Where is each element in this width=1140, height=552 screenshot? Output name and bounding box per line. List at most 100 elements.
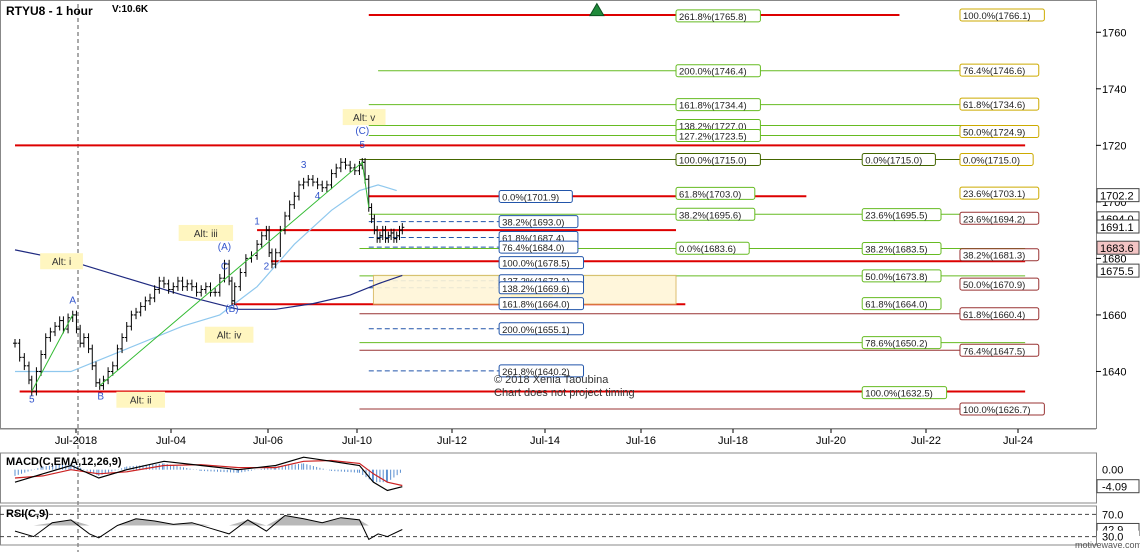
level-label: 23.6%(1694.2): [963, 214, 1025, 225]
x-tick-label: Jul-10: [342, 435, 372, 447]
wave-label: 1: [254, 216, 260, 227]
rsi-tick-box: [1097, 530, 1139, 543]
price-tag-box: [1096, 188, 1140, 203]
alt-label: Alt: v: [353, 113, 375, 124]
level-label: 38.2%(1683.5): [865, 245, 927, 256]
y-tick-label: 1740: [1102, 84, 1126, 96]
alt-label-box: [116, 391, 165, 408]
level-label-box: [959, 124, 1040, 138]
level-label: 0.0%(1683.6): [679, 244, 736, 255]
up-arrow-icon: [589, 2, 605, 17]
level-label-box: [959, 343, 1040, 357]
macd-label: MACD(C,EMA,12,26,9): [6, 456, 122, 468]
level-label-box: [675, 152, 761, 166]
level-label: 61.8%(1664.0): [865, 300, 927, 311]
level-label: 0.0%(1715.0): [865, 155, 922, 166]
alt-label-box: [178, 224, 234, 241]
y-tick-label: 1680: [1102, 253, 1126, 265]
watermark-line-2: Chart does not project timing: [494, 387, 635, 399]
level-label: 261.8%(1640.2): [502, 367, 570, 378]
level-label-box: [498, 297, 585, 311]
macd-signal-line: [14, 459, 403, 487]
x-tick-label: Jul-22: [911, 435, 941, 447]
price-tag-box: [1096, 240, 1140, 255]
level-label: 0.0%(1701.9): [502, 192, 559, 203]
x-tick-label: Jul-20: [816, 435, 846, 447]
macd-tick-box: [1097, 462, 1139, 476]
level-label-box: [959, 8, 1045, 22]
level-label: 100.0%(1632.5): [865, 389, 933, 400]
x-tick-label: Jul-04: [156, 435, 186, 447]
level-label-box: [861, 336, 942, 350]
macd-line: [14, 456, 403, 492]
watermark-line-1: © 2018 Xenia Taoubina: [494, 374, 609, 386]
price-tag-box: [1096, 219, 1140, 234]
level-label: 78.6%(1650.2): [865, 339, 927, 350]
macd-panel-frame: [0, 452, 1097, 504]
footer-brand: motivewave.com: [1075, 540, 1140, 550]
level-label-box: [959, 307, 1040, 321]
level-label: 76.4%(1647.5): [963, 346, 1025, 357]
level-label-box: [861, 269, 942, 283]
level-label: 38.2%(1693.0): [502, 218, 564, 229]
level-label-box: [959, 63, 1040, 77]
level-label: 50.0%(1670.9): [963, 280, 1025, 291]
macd-tick-label: -4.09: [1102, 482, 1127, 494]
moving-average-dark: [14, 249, 403, 310]
x-tick-label: Jul-12: [437, 435, 467, 447]
wave-label: 5: [359, 140, 365, 151]
price-tag-box: [1096, 263, 1140, 278]
level-label-box: [675, 98, 761, 112]
level-label-box: [675, 9, 761, 23]
level-label: 38.2%(1695.6): [679, 210, 741, 221]
level-label: 38.2%(1681.3): [963, 251, 1025, 262]
wave-label: 4: [315, 191, 321, 202]
macd-tick-box: [1096, 479, 1140, 494]
level-label: 100.0%(1766.1): [963, 11, 1031, 22]
level-label: 76.4%(1746.6): [963, 66, 1025, 77]
wave-label: C: [221, 262, 228, 273]
x-tick-label: Jul-2018: [55, 435, 97, 447]
rsi-label: RSI(C,9): [6, 508, 49, 520]
rsi-line: [14, 514, 403, 541]
price-tag: 1702.2: [1100, 191, 1134, 203]
level-label-box: [498, 322, 585, 336]
level-label: 50.0%(1724.9): [963, 127, 1025, 138]
rsi-tick-label: 70.0: [1102, 509, 1123, 521]
chart-title: RTYU8 - 1 hour: [6, 4, 93, 18]
price-tag: 1683.6: [1100, 243, 1134, 255]
wave-label: A: [69, 296, 76, 307]
wave-label: (C): [355, 126, 369, 137]
x-tick-label: Jul-14: [530, 435, 560, 447]
level-label-box: [498, 240, 579, 254]
level-label-box: [959, 186, 1040, 200]
level-label-box: [861, 208, 942, 222]
level-label-box: [959, 211, 1040, 225]
wave-label: 2: [264, 262, 270, 273]
level-label: 61.8%(1660.4): [963, 310, 1025, 321]
y-tick-label: 1760: [1102, 27, 1126, 39]
level-label-box: [675, 64, 761, 78]
wave-line: [31, 314, 74, 392]
level-label-box: [861, 242, 942, 256]
level-label-box: [959, 402, 1045, 416]
x-tick-label: Jul-18: [718, 435, 748, 447]
level-label-box: [861, 386, 948, 400]
alt-label: Alt: ii: [130, 396, 152, 407]
volume-label: V:10.6K: [112, 4, 149, 15]
level-label: 100.0%(1715.0): [679, 155, 747, 166]
level-label: 23.6%(1703.1): [963, 189, 1025, 200]
level-label-box: [959, 277, 1040, 291]
level-label-box: [498, 364, 585, 378]
level-label-box: [498, 256, 585, 270]
alt-label: Alt: iii: [194, 229, 218, 240]
level-label: 261.8%(1765.8): [679, 12, 747, 23]
x-tick-label: Jul-16: [626, 435, 656, 447]
level-label: 23.6%(1695.5): [865, 211, 927, 222]
wave-label: (B): [225, 304, 238, 315]
wave-label: B: [97, 392, 104, 403]
y-tick-label: 1640: [1102, 366, 1126, 378]
level-label: 161.8%(1734.4): [679, 101, 747, 112]
level-label: 200.0%(1655.1): [502, 325, 570, 336]
level-label-box: [959, 248, 1040, 262]
